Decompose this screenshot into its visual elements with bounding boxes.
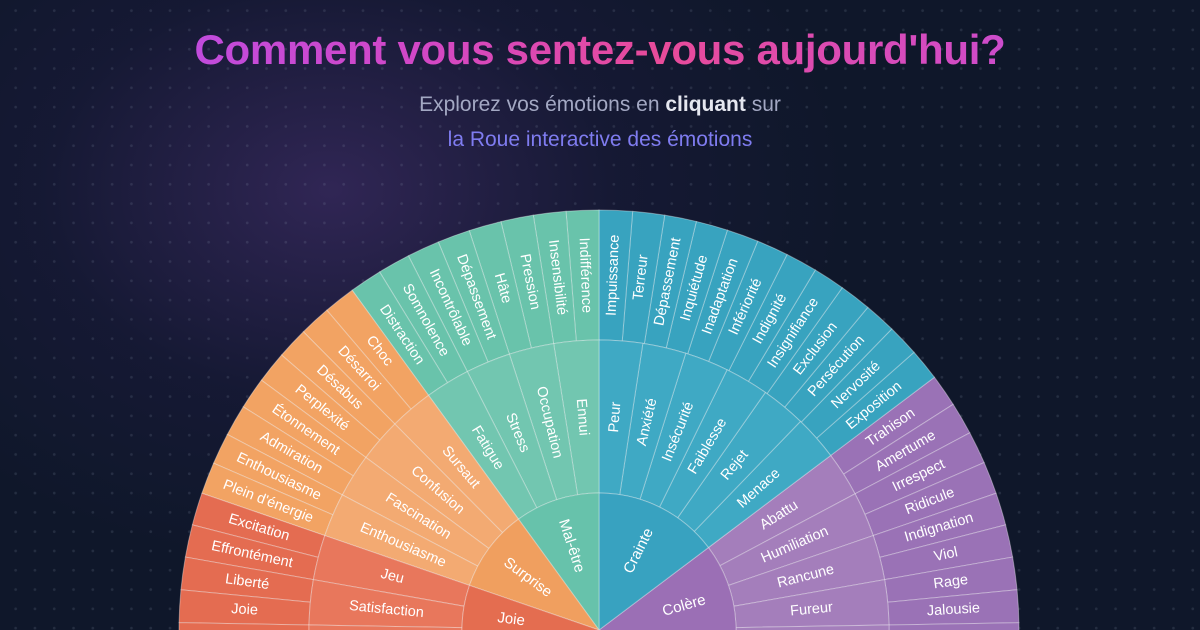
page-title: Comment vous sentez-vous aujourd'hui? xyxy=(0,26,1200,74)
emotion-wheel-link[interactable]: la Roue interactive des émotions xyxy=(447,128,753,151)
subtitle-text: Explorez vos émotions en xyxy=(419,93,666,116)
subtitle-text-end: sur xyxy=(745,93,781,116)
wheel-core-surprise[interactable] xyxy=(468,518,600,630)
wheel-core-mal-etre[interactable] xyxy=(517,492,600,630)
wheel-core-crainte[interactable] xyxy=(598,492,710,630)
wheel-core-colere[interactable] xyxy=(598,546,737,630)
page-subtitle: Explorez vos émotions en cliquant sur xyxy=(0,93,1200,117)
subtitle-emphasis: cliquant xyxy=(665,93,746,116)
wheel-core-joie[interactable] xyxy=(461,584,601,630)
